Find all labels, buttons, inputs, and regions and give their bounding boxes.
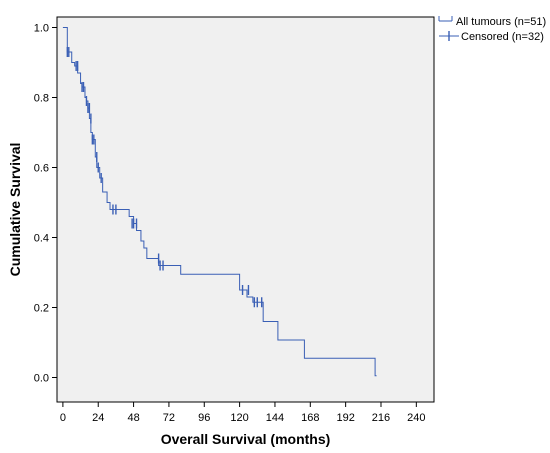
x-tick-label: 192 <box>336 412 354 424</box>
censor-marks-layer <box>66 47 263 308</box>
x-axis-title: Overall Survival (months) <box>161 431 331 447</box>
y-axis: 0.0 0.2 0.4 0.6 0.8 1.0 <box>34 23 57 385</box>
x-tick-label: 48 <box>127 412 139 424</box>
survival-step-line <box>62 27 377 377</box>
legend-label-censored: Censored (n=32) <box>461 31 544 43</box>
x-tick-label: 72 <box>163 412 175 424</box>
legend-label-all-tumours: All tumours (n=51) <box>456 16 546 28</box>
x-tick-label: 96 <box>198 412 210 424</box>
legend: All tumours (n=51) Censored (n=32) <box>438 16 546 43</box>
x-tick-label: 144 <box>266 412 284 424</box>
x-tick-label: 240 <box>407 412 425 424</box>
y-axis-title: Cumulative Survival <box>7 143 23 277</box>
x-tick-label: 0 <box>60 412 66 424</box>
x-tick-label: 168 <box>301 412 319 424</box>
x-tick-label: 216 <box>372 412 390 424</box>
y-tick-label: 0.2 <box>34 303 49 315</box>
y-tick-label: 0.0 <box>34 373 49 385</box>
x-axis: 0 24 48 72 96 120 144 168 192 216 240 <box>60 402 426 424</box>
x-tick-label: 24 <box>92 412 104 424</box>
y-tick-label: 0.4 <box>34 233 49 245</box>
series-layer <box>62 27 377 377</box>
x-tick-label: 120 <box>230 412 248 424</box>
y-tick-label: 0.6 <box>34 163 49 175</box>
y-tick-label: 0.8 <box>34 93 49 105</box>
y-tick-label: 1.0 <box>34 23 49 35</box>
